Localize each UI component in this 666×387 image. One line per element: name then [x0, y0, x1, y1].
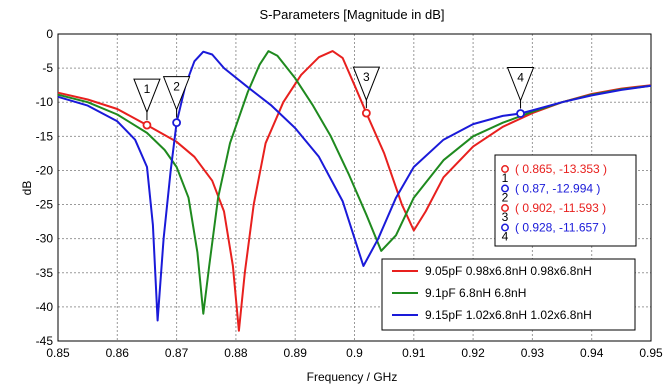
y-tick-label: -10	[36, 95, 54, 109]
marker-label: 2	[173, 80, 180, 94]
marker-readout-id: 4	[502, 230, 509, 244]
marker-point	[361, 108, 371, 118]
y-tick-label: -30	[36, 232, 54, 246]
marker-readout-id: 1	[502, 171, 509, 185]
x-tick-label: 0.93	[521, 346, 545, 360]
x-tick-label: 0.89	[284, 346, 308, 360]
marker-point	[172, 118, 182, 128]
legend-entry: 9.1pF 6.8nH 6.8nH	[425, 286, 526, 300]
series-lines	[57, 50, 652, 332]
marker-box-frame	[494, 154, 637, 247]
marker-readout-icon	[501, 165, 509, 173]
marker-readout-value: ( 0.87, -12.994 )	[515, 182, 600, 196]
markers: 1 2 3 4	[133, 66, 535, 130]
y-tick-label: -20	[36, 163, 54, 177]
legend-entry: 9.15pF 1.02x6.8nH 1.02x6.8nH	[425, 308, 592, 322]
marker-readout-value: ( 0.902, -11.593 )	[515, 201, 606, 215]
marker-readout-value: ( 0.928, -11.657 )	[515, 221, 606, 235]
y-tick-label: -5	[42, 61, 53, 75]
marker-readout-icon	[501, 184, 509, 193]
y-tick-label: -35	[36, 266, 54, 280]
x-tick-label: 0.88	[224, 346, 248, 360]
chart-title: S-Parameters [Magnitude in dB]	[260, 7, 445, 22]
x-axis-label: Frequency / GHz	[307, 370, 398, 384]
marker-point	[142, 120, 152, 130]
x-tick-label: 0.92	[461, 346, 485, 360]
marker-flag	[162, 76, 191, 112]
y-tick-label: -25	[36, 198, 54, 212]
legend-frame	[381, 258, 636, 331]
x-tick-label: 0.85	[46, 346, 70, 360]
x-tick-label: 0.91	[402, 346, 426, 360]
marker-readout-icon	[501, 223, 509, 232]
marker-readout-id: 2	[502, 191, 509, 205]
marker-label: 3	[363, 70, 370, 84]
marker-readout-icon	[501, 204, 509, 212]
y-tick-label: 0	[46, 27, 53, 41]
series-line	[57, 50, 652, 322]
marker-flag	[133, 78, 161, 114]
axis-ticks: 0.85 0.86 0.87 0.88 0.89 0.9 0.91 0.92 0.93 0.94 0…	[36, 27, 663, 360]
x-tick-label: 0.86	[106, 346, 130, 360]
x-tick-label: 0.9	[346, 346, 363, 360]
plot-frame	[57, 33, 652, 342]
y-tick-label: -45	[36, 334, 54, 348]
marker-readout-id: 3	[502, 210, 509, 224]
marker-readout-value: ( 0.865, -13.353 )	[515, 162, 607, 176]
y-tick-label: -40	[36, 300, 54, 314]
y-tick-label: -15	[36, 129, 54, 143]
marker-flag	[506, 67, 535, 102]
marker-readout-box: 1 ( 0.865, -13.353 ) 2 ( 0.87, -12.994 ) 3 ( …	[494, 154, 637, 247]
legend: 9.05pF 0.98x6.8nH 0.98x6.8nH 9.1pF 6.8nH …	[381, 258, 636, 331]
series-line	[57, 50, 652, 315]
marker-flag	[352, 66, 381, 102]
marker-label: 1	[144, 82, 151, 96]
marker-label: 4	[517, 71, 524, 85]
marker-point	[516, 109, 525, 118]
legend-entry: 9.05pF 0.98x6.8nH 0.98x6.8nH	[425, 264, 592, 278]
y-axis-label: dB	[20, 181, 34, 196]
x-tick-label: 0.95	[639, 346, 663, 360]
x-tick-label: 0.94	[580, 346, 604, 360]
series-line	[57, 50, 652, 332]
x-tick-label: 0.87	[165, 346, 189, 360]
